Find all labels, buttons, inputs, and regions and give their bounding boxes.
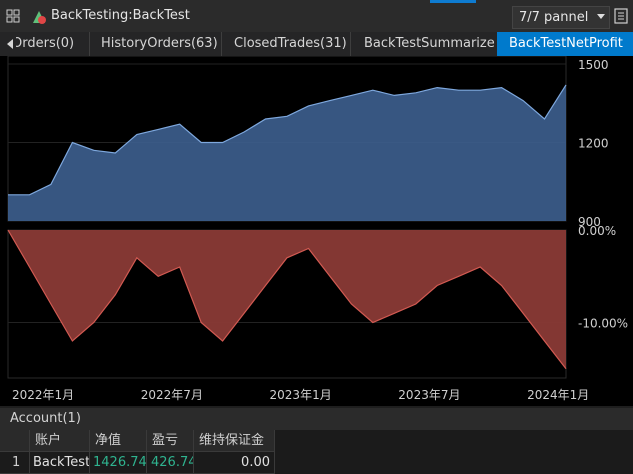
document-icon[interactable]	[614, 8, 628, 24]
drawdown-line	[7, 229, 567, 370]
account-table: 账户 净值 盈亏 维持保证金 1 BackTest 1426.74 426.74…	[0, 430, 633, 474]
x-tick-label: 2023年7月	[398, 388, 460, 402]
drawdown-area	[8, 230, 566, 369]
tab-history-orders[interactable]: HistoryOrders(63)	[90, 32, 222, 56]
chevron-down-icon	[597, 14, 605, 19]
tab-bar: Orders(0) HistoryOrders(63) ClosedTrades…	[0, 32, 633, 57]
net-profit-chart[interactable]: 1500 1200 900 0.00% -10.00% 2022年1月 2022年7月 202…	[0, 55, 633, 406]
tab-closed-trades[interactable]: ClosedTrades(31)	[222, 32, 351, 56]
x-tick-label: 2024年1月	[527, 388, 589, 402]
tab-backtest-netprofit[interactable]: BackTestNetProfit	[497, 32, 633, 56]
equity-line	[8, 84, 567, 196]
table-header-account[interactable]: 账户	[30, 430, 90, 452]
drawdown-y-tick-label: -10.00%	[578, 317, 628, 331]
app-logo-icon	[33, 11, 46, 24]
x-tick-label: 2022年1月	[12, 388, 74, 402]
table-header-pnl[interactable]: 盈亏	[147, 430, 194, 452]
table-row-index: 1	[0, 452, 30, 474]
window-title: BackTesting:BackTest	[51, 8, 190, 23]
equity-area	[8, 84, 566, 222]
tab-orders[interactable]: Orders(0)	[16, 32, 90, 56]
grid-icon[interactable]	[6, 9, 20, 23]
table-cell-account[interactable]: BackTest	[30, 452, 90, 474]
equity-y-tick-label: 1500	[578, 58, 609, 72]
table-header-equity[interactable]: 净值	[90, 430, 147, 452]
active-indicator	[430, 0, 476, 3]
equity-y-tick-label: 900	[578, 215, 601, 229]
equity-y-tick-label: 1200	[578, 137, 609, 151]
table-cell-equity: 1426.74	[90, 452, 147, 474]
table-header-margin[interactable]: 维持保证金	[194, 430, 275, 452]
x-tick-label: 2022年7月	[141, 388, 203, 402]
title-bar: BackTesting:BackTest 7/7 pannel	[0, 0, 633, 32]
x-tick-label: 2023年1月	[270, 388, 332, 402]
drawdown-y-tick-label: 0.00%	[578, 224, 616, 238]
chevron-left-icon[interactable]	[4, 36, 16, 52]
tab-backtest-summarize[interactable]: BackTestSummarize	[364, 36, 495, 51]
table-header-index	[0, 430, 30, 452]
panel-select-value: 7/7 pannel	[519, 10, 589, 25]
table-cell-margin: 0.00	[194, 452, 275, 474]
account-panel-header: Account(1)	[0, 408, 633, 430]
panel-select[interactable]: 7/7 pannel	[512, 6, 610, 29]
account-panel-title: Account(1)	[10, 411, 81, 426]
table-cell-pnl: 426.74	[147, 452, 194, 474]
